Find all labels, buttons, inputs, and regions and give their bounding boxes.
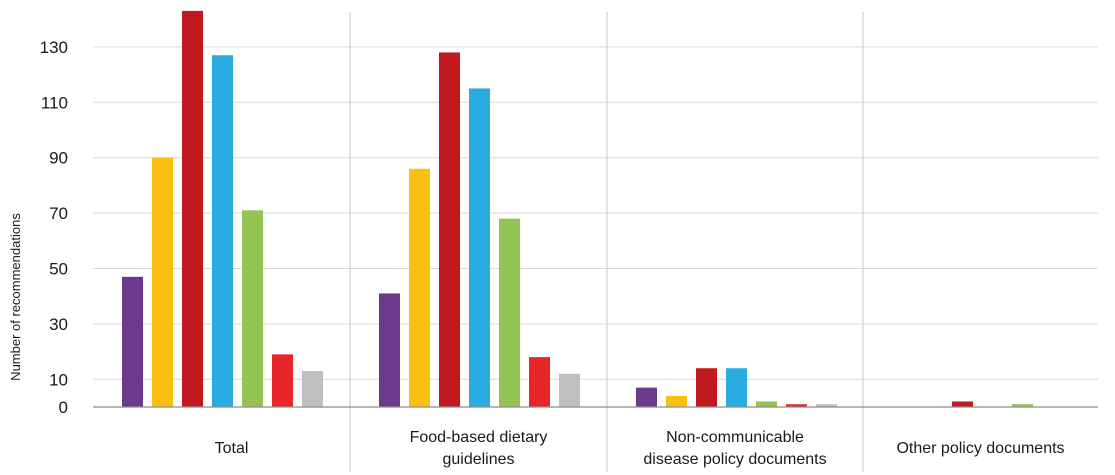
bar [1012,404,1033,407]
bar [756,401,777,407]
bar [152,157,173,407]
bar [122,276,143,407]
y-tick-label: 70 [49,204,68,223]
bar [182,10,203,407]
x-category-label: Food-based dietary [410,429,548,446]
y-tick-label: 110 [41,93,68,112]
x-category-label: Total [215,440,249,457]
bar [816,404,837,407]
bar [786,404,807,407]
bar [409,168,430,407]
bar [242,210,263,407]
bar [559,373,580,407]
bar [379,293,400,407]
bar [469,88,490,407]
bar [302,370,323,407]
y-tick-label: 90 [49,149,68,168]
y-tick-label: 50 [49,260,68,279]
bar [272,354,293,407]
y-tick-label: 130 [40,38,68,57]
bar [439,52,460,407]
bar [212,55,233,408]
bar [499,218,520,407]
bar [696,368,717,407]
axes: 0 10 30 50 70 90 110 130 Total Food-based dietary… [40,38,1098,468]
bars [122,10,1033,408]
y-tick-label: 0 [59,398,68,417]
bar [636,387,657,407]
bar [726,368,747,407]
y-axis-title: Number of recommendations [8,213,23,381]
x-category-label: Other policy documents [896,440,1064,457]
y-tick-label: 30 [49,315,68,334]
x-category-label: guidelines [442,451,514,468]
x-category-label: disease policy documents [643,451,826,468]
x-category-label: Non-communicable [666,429,804,446]
bar [952,401,973,407]
bar [666,395,687,407]
bar [529,357,550,407]
y-tick-label: 10 [49,370,68,389]
